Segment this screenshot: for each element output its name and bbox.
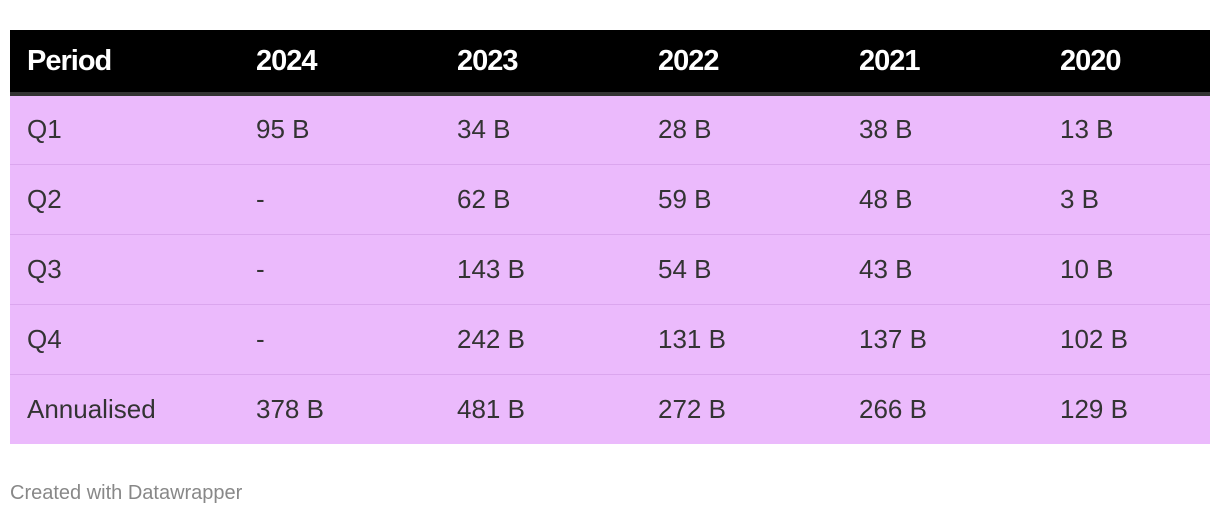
table-cell: 54 B <box>641 233 842 304</box>
table-row: Q3 - 143 B 54 B 43 B 10 B <box>10 233 1210 304</box>
table-row: Q4 - 242 B 131 B 137 B 102 B <box>10 303 1210 374</box>
table-cell: 34 B <box>457 114 511 145</box>
table-cell: 13 B <box>1060 114 1114 145</box>
table-cell: 3 B <box>1043 163 1210 234</box>
table-header-row: Period 2024 2023 2022 2021 2020 <box>10 30 1210 96</box>
table-cell: 102 B <box>1043 303 1210 374</box>
column-header-2023[interactable]: 2023 <box>440 30 641 96</box>
table-cell: 378 B <box>239 373 440 444</box>
column-header-2022[interactable]: 2022 <box>641 30 842 96</box>
column-header-period[interactable]: Period <box>10 30 239 96</box>
data-table-container: Period 2024 2023 2022 2021 2020 Q1 95 B … <box>10 30 1210 444</box>
table-cell: 129 B <box>1043 373 1210 444</box>
table-cell: 43 B <box>842 233 1043 304</box>
row-label: Q3 <box>10 233 239 304</box>
row-label: Q4 <box>10 303 239 374</box>
table-cell: - <box>239 163 440 234</box>
table-cell: 95 B <box>256 114 310 145</box>
data-table: Period 2024 2023 2022 2021 2020 Q1 95 B … <box>10 30 1210 444</box>
table-cell: 48 B <box>842 163 1043 234</box>
table-cell: - <box>239 233 440 304</box>
table-cell: 143 B <box>440 233 641 304</box>
table-cell: 131 B <box>641 303 842 374</box>
table-row: Q1 95 B 34 B 28 B 38 B 13 B <box>10 94 1210 164</box>
table-cell: 38 B <box>859 114 913 145</box>
table-cell: 59 B <box>641 163 842 234</box>
column-header-2021[interactable]: 2021 <box>842 30 1043 96</box>
table-cell: 266 B <box>842 373 1043 444</box>
column-header-2020[interactable]: 2020 <box>1043 30 1210 96</box>
table-row: Q2 - 62 B 59 B 48 B 3 B <box>10 163 1210 234</box>
table-cell: 481 B <box>440 373 641 444</box>
datawrapper-credit: Created with Datawrapper <box>10 482 243 504</box>
column-header-2024[interactable]: 2024 <box>239 30 440 96</box>
row-label: Q1 <box>27 114 62 145</box>
table-cell: 10 B <box>1043 233 1210 304</box>
table-cell: 242 B <box>440 303 641 374</box>
table-cell: 272 B <box>641 373 842 444</box>
table-cell: - <box>239 303 440 374</box>
table-cell: 137 B <box>842 303 1043 374</box>
table-row: Annualised 378 B 481 B 272 B 266 B 129 B <box>10 373 1210 444</box>
row-label: Annualised <box>10 373 239 444</box>
table-cell: 28 B <box>658 114 712 145</box>
table-cell: 62 B <box>440 163 641 234</box>
row-label: Q2 <box>10 163 239 234</box>
